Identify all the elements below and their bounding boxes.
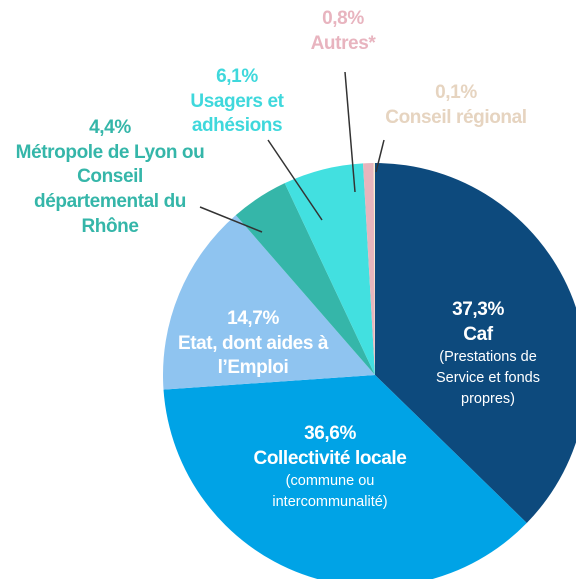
pie-slice: [284, 163, 375, 375]
category-note: (Prestations de Service et fonds propres…: [436, 349, 540, 408]
category-label: Métropole de Lyon ou Conseil département…: [15, 141, 205, 237]
pie-slice: [235, 183, 375, 375]
leader-line: [344, 71, 356, 193]
slice-label: 4,4% Métropole de Lyon ou Conseil départe…: [15, 116, 205, 239]
leader-line: [375, 139, 385, 173]
category-label: Conseil régional: [385, 106, 527, 128]
category-label: Usagers et adhésions: [190, 90, 284, 137]
category-label: Caf: [463, 323, 493, 345]
slice-label: 14,7% Etat, dont aides à l’Emploi: [158, 307, 348, 381]
value-label: 4,4%: [89, 117, 131, 138]
slice-label: 6,1% Usagers et adhésions: [162, 65, 312, 139]
pie-slice: [163, 375, 527, 579]
pie-slice: [373, 163, 375, 375]
leader-lines: [199, 71, 385, 233]
pie-slice: [363, 163, 375, 375]
value-label: 14,7%: [227, 308, 279, 329]
pie-slice: [163, 215, 375, 390]
slice-label: 0,8% Autres*: [293, 7, 393, 56]
value-label: 36,6%: [304, 423, 356, 444]
leader-line: [199, 206, 263, 233]
category-label: Autres*: [310, 32, 376, 54]
value-label: 37,3%: [452, 299, 504, 320]
value-label: 0,8%: [322, 8, 364, 29]
slice-label: 37,3% Caf (Prestations de Service et fonds…: [418, 298, 540, 410]
value-label: 0,1%: [435, 82, 477, 103]
category-label: Collectivité locale: [253, 447, 407, 469]
value-label: 6,1%: [216, 66, 258, 87]
leader-line: [267, 139, 323, 221]
slice-label: 0,1% Conseil régional: [356, 81, 556, 130]
category-label: Etat, dont aides à l’Emploi: [177, 332, 329, 379]
pie-slice: [375, 163, 576, 524]
slice-label: 36,6% Collectivité locale (commune ou inte…: [200, 422, 460, 513]
category-note: (commune ou intercommunalité): [272, 473, 388, 511]
